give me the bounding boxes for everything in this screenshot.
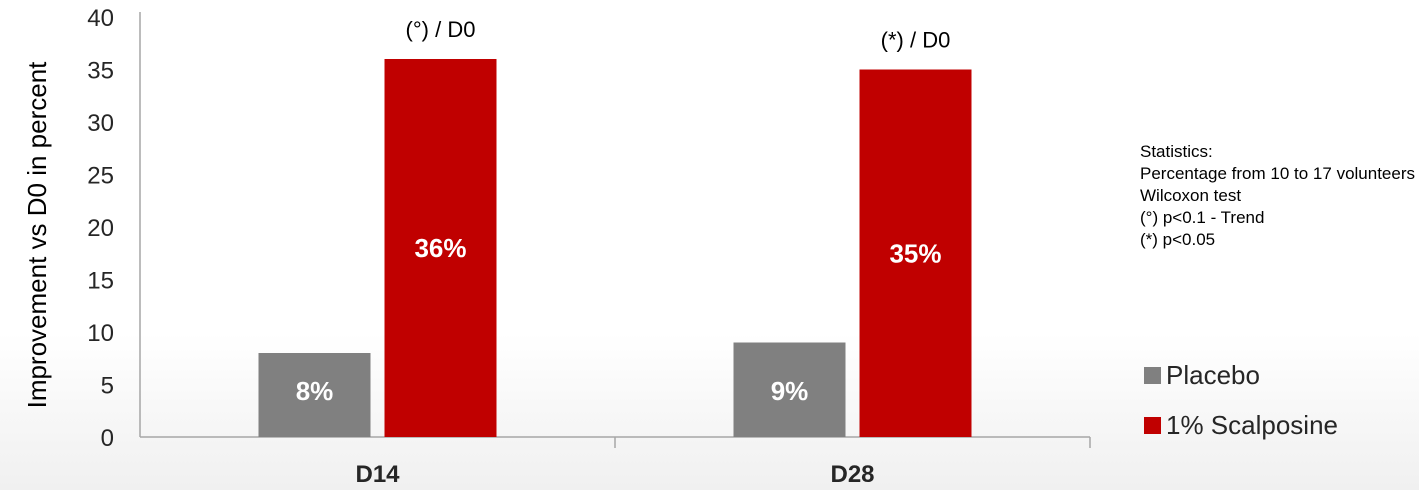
bars — [258, 59, 972, 437]
legend: Placebo 1% Scalposine — [1144, 359, 1338, 461]
bar — [258, 353, 371, 437]
y-tick-label: 0 — [101, 425, 114, 452]
bar-chart: 0 5 10 15 20 25 30 35 40 8% 36% 9% 35% (°) / D0 (*) … — [22, 5, 1091, 488]
legend-swatch — [1144, 366, 1161, 384]
legend-item-scalposine: 1% Scalposine — [1144, 409, 1338, 440]
significance-annotation: (*) / D0 — [881, 28, 951, 53]
bar — [384, 59, 497, 437]
statistics-note: Statistics: Percentage from 10 to 17 vol… — [1140, 141, 1415, 251]
y-tick-label: 30 — [87, 110, 114, 137]
data-label: 9% — [771, 376, 809, 406]
bar — [859, 69, 972, 437]
significance-annotation: (°) / D0 — [406, 17, 476, 42]
y-axis-label: Improvement vs D0 in percent — [22, 61, 52, 409]
y-tick-label: 5 — [101, 373, 114, 400]
legend-item-placebo: Placebo — [1144, 359, 1338, 390]
significance-annotations: (°) / D0 (*) / D0 — [406, 17, 951, 53]
legend-swatch — [1144, 416, 1161, 434]
stats-line: (°) p<0.1 - Trend — [1140, 208, 1265, 227]
y-tick-label: 15 — [87, 268, 114, 295]
y-tick-label: 10 — [87, 320, 114, 347]
stats-line: Percentage from 10 to 17 volunteers — [1140, 164, 1415, 183]
category-label: D28 — [830, 461, 874, 488]
data-label: 35% — [889, 238, 941, 268]
y-tick-label: 25 — [87, 163, 114, 190]
stats-line: Statistics: — [1140, 142, 1213, 161]
category-labels: D14 D28 — [355, 461, 874, 488]
y-tick-label: 35 — [87, 58, 114, 85]
bar — [733, 342, 846, 437]
data-label: 36% — [414, 233, 466, 263]
y-tick-labels: 0 5 10 15 20 25 30 35 40 — [87, 5, 114, 452]
data-label: 8% — [296, 376, 334, 406]
legend-label: 1% Scalposine — [1166, 409, 1338, 440]
y-tick-label: 40 — [87, 5, 114, 32]
data-labels: 8% 36% 9% 35% — [296, 233, 942, 406]
y-tick-label: 20 — [87, 215, 114, 242]
stats-line: (*) p<0.05 — [1140, 230, 1216, 249]
legend-label: Placebo — [1166, 359, 1260, 390]
stats-line: Wilcoxon test — [1140, 186, 1242, 205]
category-label: D14 — [355, 461, 400, 488]
